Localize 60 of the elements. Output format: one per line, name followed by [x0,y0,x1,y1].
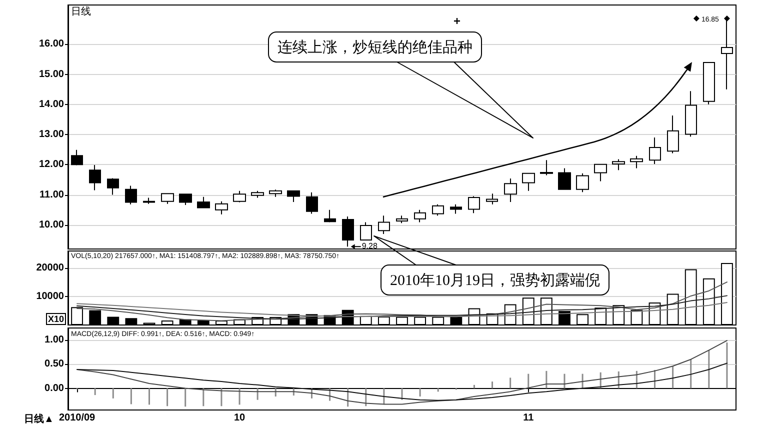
candlestick [378,215,390,234]
y-tick-label: 0.50 [44,358,64,370]
candlestick [594,164,607,182]
candlestick [71,149,83,166]
x-tick-label: 11 [523,412,534,424]
y-tick-label: 11.00 [40,189,64,200]
line-series [76,362,728,401]
annotation: 2010年10月19日，强势初露端倪 [390,272,600,289]
line-series [76,340,728,405]
candlestick [630,155,643,169]
candlestick [504,178,517,203]
y-tick-label: 15.00 [38,68,64,80]
candlestick [649,137,661,165]
candlestick [432,204,444,216]
candlestick [324,209,336,223]
x-tick-label: 10 [234,412,246,424]
y-tick-label: 0.00 [44,382,64,394]
text: 日线▲ [24,413,54,425]
line-series [76,302,728,317]
candlestick [125,185,137,205]
candlestick [143,197,155,204]
x-tick-label: 2010/09 [58,412,96,424]
y-tick-label: 1.00 [44,334,64,346]
line-series [76,295,728,320]
y-tick-label: 10000 [36,291,64,302]
candlestick [89,164,101,191]
candlestick [685,90,697,138]
candlestick [703,62,715,105]
candlestick [576,172,589,193]
candlestick [414,209,426,223]
y-tick-label: 10.00 [38,219,64,230]
candlestick [522,172,535,192]
annotation: 9.28 [362,242,378,251]
candlestick [667,115,679,154]
candlestick [540,160,553,176]
candlestick [396,215,408,224]
candlestick [450,204,462,214]
y-tick-label: 16.00 [38,38,64,50]
candlestick [360,222,372,240]
annotation: 连续上涨，炒短线的绝佳品种 [278,39,472,56]
candlestick [269,189,282,198]
candlestick [197,196,210,208]
candlestick [612,158,625,171]
candlestick [179,194,192,206]
candlestick [486,193,498,205]
y-axis-title: X10 [46,313,66,325]
candlestick [468,196,480,214]
y-tick-label: 14.00 [38,98,64,110]
candlestick [107,178,119,196]
candlestick [287,190,300,203]
chart-title: 日线 [71,6,91,18]
y-tick-label: 13.00 [38,129,64,140]
candlestick [558,168,571,190]
candlestick [233,190,246,203]
y-tick-label: 20000 [36,262,64,274]
candlestick [215,200,228,215]
y-tick-label: 12.00 [38,159,64,170]
candlestick [306,192,318,214]
candlestick [251,190,264,198]
candlestick [161,193,174,204]
